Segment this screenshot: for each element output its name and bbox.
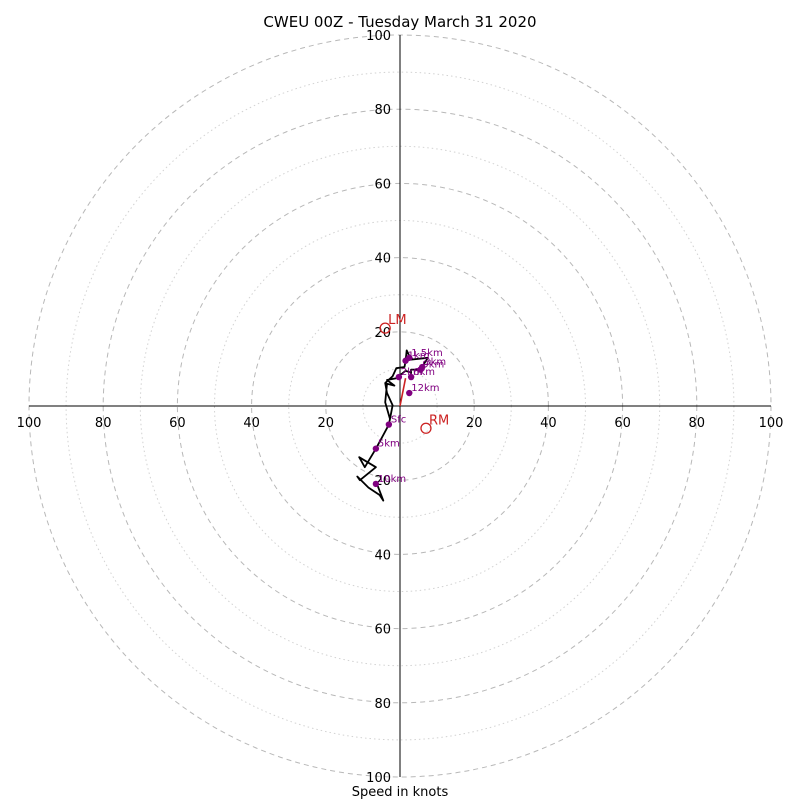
y-tick-label: 60 — [374, 177, 391, 192]
x-tick-label: 100 — [759, 416, 784, 431]
x-tick-labels: 100 80 60 40 20 20 40 60 80 100 — [17, 416, 784, 431]
level-label: 6km — [413, 367, 435, 378]
x-tick-label: 60 — [614, 416, 631, 431]
level-label: 12km — [411, 383, 439, 394]
storm-motion-rm-label: RM — [429, 413, 449, 428]
y-tick-label: 80 — [374, 697, 391, 712]
level-label: 3km — [424, 357, 446, 368]
level-label: 1.5km — [411, 348, 442, 359]
storm-motion-lm-label: LM — [388, 313, 406, 328]
level-marker — [385, 421, 393, 428]
level-label: Sfc — [391, 415, 406, 426]
y-tick-label: 60 — [374, 623, 391, 638]
x-tick-label: 20 — [466, 416, 483, 431]
x-tick-label: 80 — [689, 416, 706, 431]
storm-motion: LM RM — [379, 313, 449, 434]
level-marker — [419, 363, 426, 371]
storm-motion-lm-marker — [379, 322, 391, 334]
y-tick-label: 20 — [374, 326, 391, 341]
storm-motion-rm-marker — [420, 422, 432, 434]
y-tick-label: 100 — [366, 771, 391, 786]
x-tick-label: 80 — [95, 416, 112, 431]
level-label: 2km — [401, 367, 423, 378]
level-marker — [407, 373, 415, 381]
level-label: 9km — [422, 360, 444, 371]
x-tick-label: 100 — [17, 416, 42, 431]
x-tick-label: 20 — [318, 416, 335, 431]
level-marker — [372, 480, 380, 488]
level-label: 10km — [378, 474, 406, 485]
level-marker — [402, 357, 409, 364]
x-tick-label: 40 — [243, 416, 260, 431]
x-tick-label: 60 — [169, 416, 186, 431]
y-tick-label: 40 — [374, 548, 391, 563]
y-tick-label: 80 — [374, 103, 391, 118]
mean-wind-line — [399, 378, 407, 407]
y-tick-label: 100 — [366, 29, 391, 44]
level-marker — [372, 445, 380, 452]
x-tick-label: 40 — [540, 416, 557, 431]
chart-title: CWEU 00Z - Tuesday March 31 2020 — [263, 13, 536, 31]
level-marker — [406, 389, 413, 397]
level-label: 1km — [408, 351, 430, 362]
x-axis-label: Speed in knots — [352, 785, 449, 800]
level-label: 5km — [378, 439, 400, 450]
level-marker — [395, 373, 403, 381]
y-tick-label: 40 — [374, 252, 391, 267]
